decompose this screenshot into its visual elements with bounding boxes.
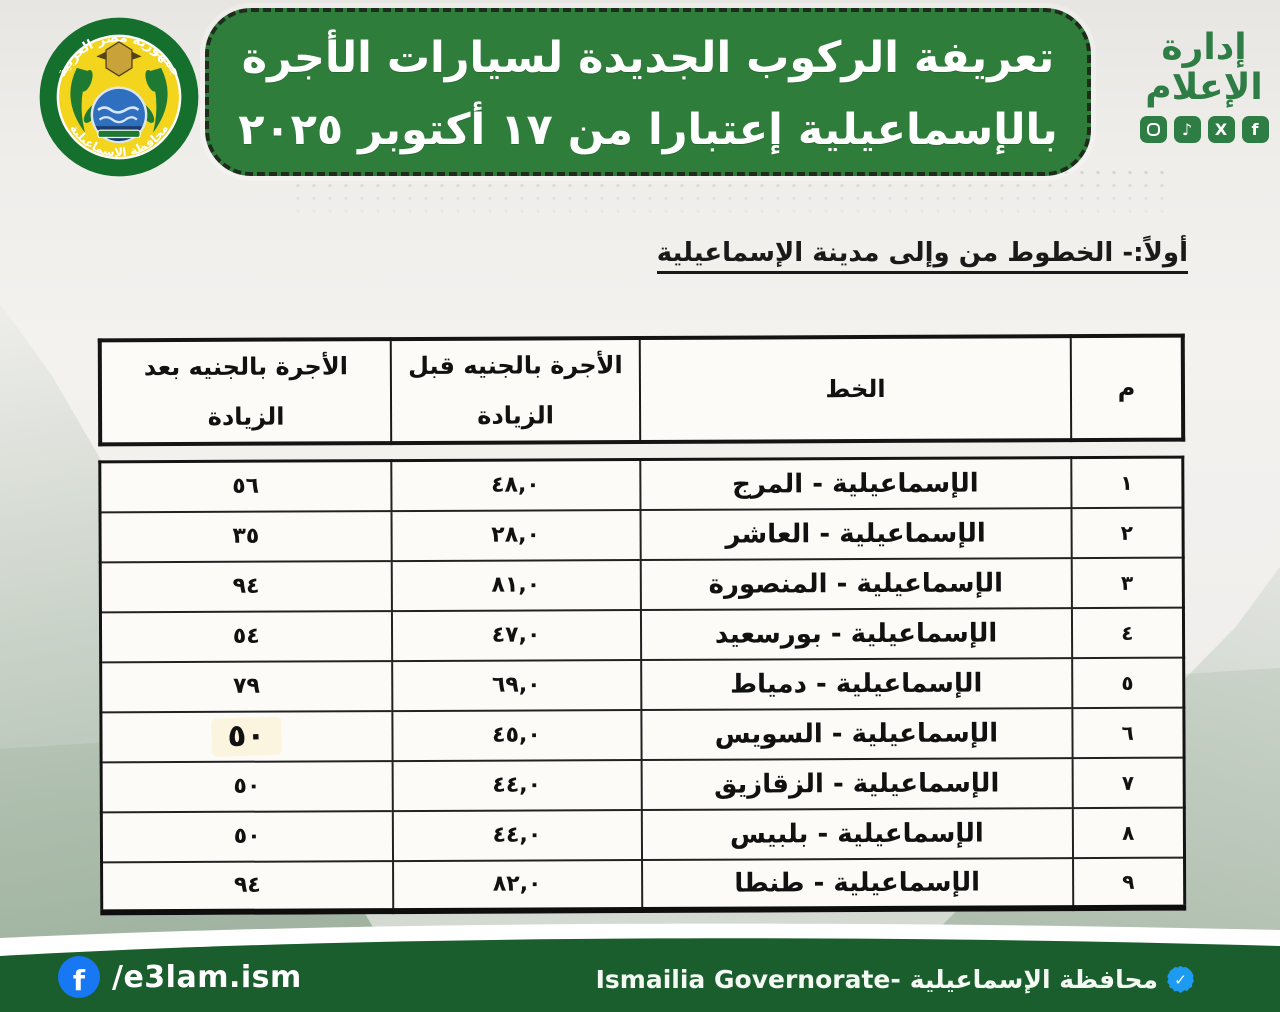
media-admin-line2: الإعلام [1145,67,1263,108]
route-name: الإسماعيلية - بلبيس [641,807,1073,860]
fare-before: ٤٤,٠ [392,809,642,861]
x-icon: X [1207,116,1235,143]
fare-after: ٥٤ [100,610,392,662]
row-index: ٣ [1071,557,1184,608]
social-icons-row: ♪ X f [1136,116,1272,143]
governorate-logo: جمهورية مصر العربية محافظة الإسماعيلية [38,16,200,178]
route-name: الإسماعيلية - العاشر [639,507,1072,560]
row-index: ٩ [1072,857,1185,908]
table-row: ٩ الإسماعيلية - طنطا ٨٢,٠ ٩٤ [101,857,1185,912]
halftone-dots-decoration [290,166,1170,234]
route-name: الإسماعيلية - السويس [640,707,1073,760]
section-title: أولاً:- الخطوط من وإلى مدينة الإسماعيلية [656,238,1188,274]
table-row: ٢ الإسماعيلية - العاشر ٢٨,٠ ٣٥ [100,507,1184,562]
fare-after: ٧٩ [100,660,392,712]
route-name: الإسماعيلية - طنطا [641,857,1073,910]
col-header-fare-after: الأجرة بالجنيه بعد الزيادة [99,339,392,445]
row-index: ٨ [1072,807,1185,858]
col-header-fare-before: الأجرة بالجنيه قبل الزيادة [390,338,641,444]
route-name: الإسماعيلية - دمياط [640,657,1072,710]
governorate-name-ar: محافظة الإسماعيلية [909,965,1158,994]
fare-after: ٩٤ [101,860,393,912]
verified-badge-icon: ✓ [1167,966,1194,993]
fare-before: ٤٤,٠ [392,759,642,811]
fare-before: ٤٥,٠ [391,709,642,761]
title-line-1: تعريفة الركوب الجديدة لسيارات الأجرة [241,33,1056,83]
col-header-index: م [1070,335,1184,441]
fare-after: ٩٤ [100,560,392,612]
fare-after: ٥٦ [99,460,392,512]
row-index: ٤ [1071,607,1184,658]
footer-wave [0,923,1280,1012]
footer-facebook-handle: f /e3lam.ism [58,956,302,998]
route-name: الإسماعيلية - الزقازيق [641,757,1073,810]
fares-table-body: ١ الإسماعيلية - المرج ٤٨,٠ ٥٦ ٢ الإسماعي… [98,455,1187,915]
row-index: ٢ [1070,507,1184,558]
fare-before: ٢٨,٠ [391,509,641,561]
route-name: الإسماعيلية - المرج [639,457,1071,510]
title-banner: تعريفة الركوب الجديدة لسيارات الأجرة بال… [205,8,1091,176]
table-row: ٥ الإسماعيلية - دمياط ٦٩,٠ ٧٩ [100,657,1184,712]
route-name: الإسماعيلية - المنصورة [640,557,1072,610]
fares-table-header: م الخط الأجرة بالجنيه قبل الزيادة الأجرة… [97,333,1186,447]
fare-before: ٦٩,٠ [391,659,641,711]
row-index: ٥ [1071,657,1184,708]
row-index: ٧ [1072,757,1185,808]
table-row: ٦ الإسماعيلية - السويس ٤٥,٠ ٥٠ [100,707,1185,762]
table-row: ٤ الإسماعيلية - بورسعيد ٤٧,٠ ٥٤ [100,607,1184,662]
table-row: ٣ الإسماعيلية - المنصورة ٨١,٠ ٩٤ [100,557,1184,612]
row-index: ١ [1070,457,1183,508]
logo-eagle-icon [96,41,142,77]
facebook-circle-icon: f [58,956,100,998]
title-line-2: بالإسماعيلية إعتبارا من ١٧ أكتوبر ٢٠٢٥ [238,105,1059,155]
route-name: الإسماعيلية - بورسعيد [640,607,1072,660]
fares-table: م الخط الأجرة بالجنيه قبل الزيادة الأجرة… [97,333,1187,915]
fare-before: ٤٧,٠ [391,609,641,661]
instagram-icon [1139,116,1167,143]
footer-governorate: Ismailia Governorate- محافظة الإسماعيلية… [596,965,1194,994]
col-header-route: الخط [639,336,1072,442]
fare-after: ٣٥ [100,510,392,562]
fare-after: ٥٠ [101,810,393,862]
table-row: ١ الإسماعيلية - المرج ٤٨,٠ ٥٦ [99,457,1183,512]
table-row: ٧ الإسماعيلية - الزقازيق ٤٤,٠ ٥٠ [101,757,1185,812]
media-admin-line1: إدارة [1161,27,1247,68]
fare-after-handwritten: ٥٠ [100,710,393,762]
governorate-name-en: Ismailia Governorate- [595,965,901,994]
row-index: ٦ [1071,707,1185,758]
table-row: ٨ الإسماعيلية - بلبيس ٤٤,٠ ٥٠ [101,807,1185,862]
facebook-icon: f [1241,116,1269,143]
facebook-handle-text: /e3lam.ism [112,959,302,995]
fare-before: ٤٨,٠ [390,459,640,511]
fare-after: ٥٠ [101,760,393,812]
fare-before: ٨١,٠ [391,559,641,611]
media-admin-panel: إدارة الإعلام ♪ X f [1136,28,1272,143]
fare-before: ٨٢,٠ [392,859,642,911]
tiktok-icon: ♪ [1173,116,1201,143]
